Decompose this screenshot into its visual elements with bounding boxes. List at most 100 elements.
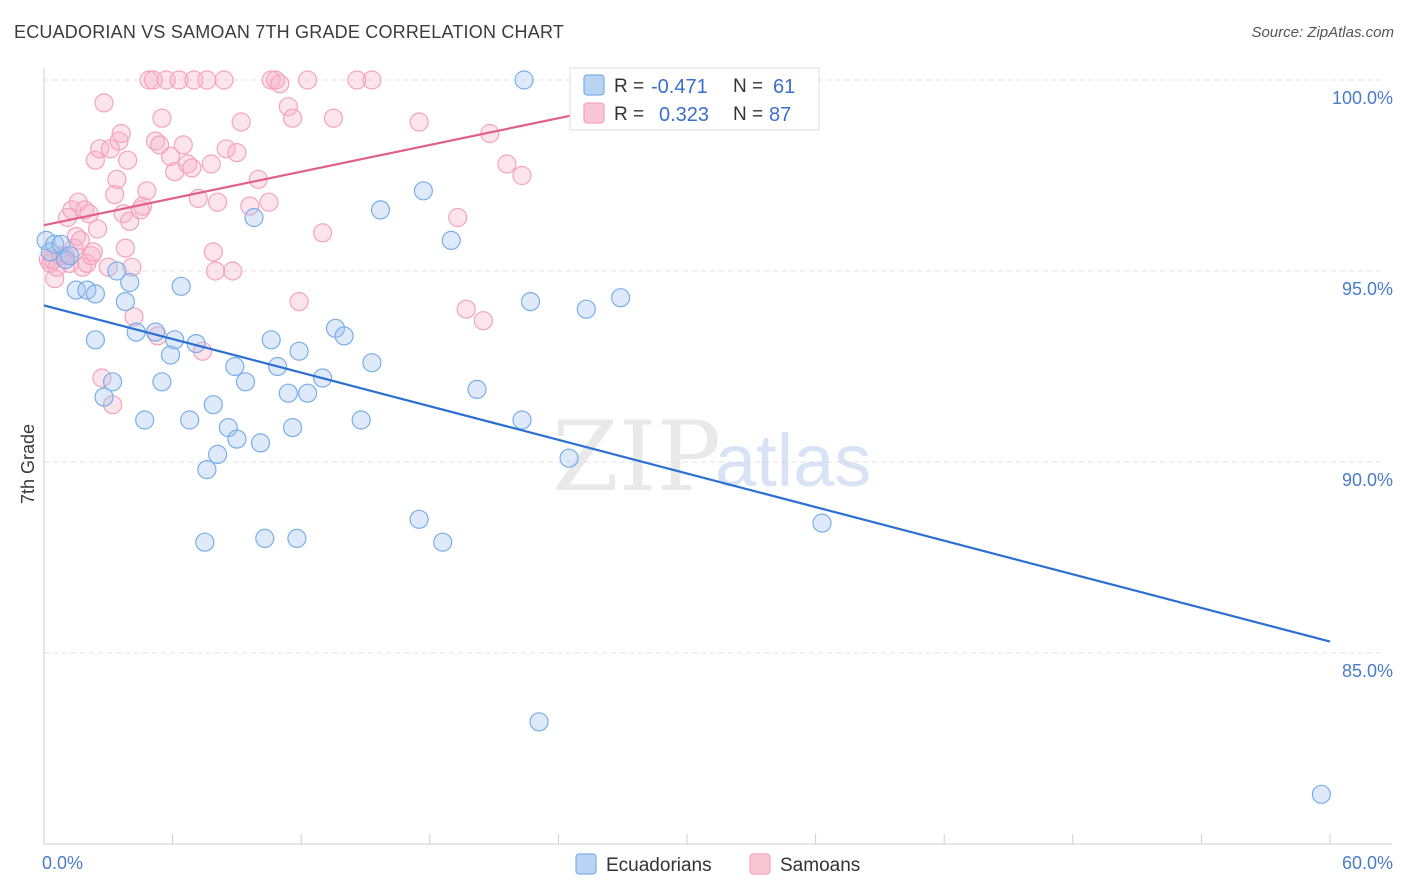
samoans-points bbox=[38, 70, 637, 415]
samoans-point bbox=[87, 219, 108, 239]
ecuadorians-point bbox=[85, 284, 106, 304]
ecuadorians-point bbox=[812, 513, 832, 533]
y-tick-label: 95.0% bbox=[1342, 279, 1393, 299]
ecuadorians-point bbox=[287, 528, 307, 549]
ecuadorians-point bbox=[102, 372, 123, 392]
y-tick-label: 90.0% bbox=[1342, 470, 1393, 490]
y-tick-labels: 100.0% 95.0% 90.0% 85.0% bbox=[1332, 88, 1393, 681]
samoans-point bbox=[512, 165, 532, 186]
samoans-point bbox=[124, 307, 144, 327]
axes bbox=[43, 68, 1392, 845]
samoans-point bbox=[201, 154, 221, 174]
ecuadorians-point bbox=[409, 509, 429, 529]
samoans-n-value: 87 bbox=[769, 104, 791, 126]
series-legend: Ecuadorians Samoans bbox=[575, 853, 860, 876]
samoans-point bbox=[83, 242, 103, 262]
samoans-point bbox=[173, 135, 193, 155]
samoans-point bbox=[227, 143, 247, 163]
ecuadorians-point bbox=[115, 292, 136, 312]
ecuadorians-point bbox=[467, 379, 487, 399]
ecuadorians-point bbox=[135, 410, 155, 430]
ecuadorians-point bbox=[514, 70, 534, 90]
samoans-point bbox=[109, 131, 129, 151]
ecuadorians-point bbox=[180, 410, 200, 430]
ecuadorians-point bbox=[107, 261, 127, 281]
ecuadorians-point bbox=[255, 528, 275, 549]
samoans-point bbox=[323, 108, 343, 128]
ecuadorians-n-label: N = bbox=[733, 76, 763, 97]
ecuadorians-point bbox=[94, 387, 114, 407]
samoans-point bbox=[111, 123, 131, 144]
samoans-point bbox=[259, 192, 279, 212]
samoans-point bbox=[115, 238, 136, 258]
samoans-point bbox=[240, 196, 260, 216]
samoans-point bbox=[231, 112, 251, 132]
ecuadorians-bottom-swatch bbox=[575, 853, 597, 875]
ecuadorians-point bbox=[203, 395, 223, 415]
ecuadorians-point bbox=[225, 356, 245, 377]
samoans-point bbox=[85, 150, 106, 170]
samoans-point bbox=[216, 139, 236, 159]
samoans-point bbox=[298, 70, 318, 90]
ecuadorians-point bbox=[160, 345, 181, 365]
samoans-point bbox=[497, 154, 517, 174]
samoans-point bbox=[278, 97, 298, 117]
samoans-point bbox=[362, 70, 382, 90]
ecuadorians-point bbox=[289, 341, 309, 361]
ecuadorians-point bbox=[433, 532, 453, 552]
ecuadorians-point bbox=[261, 330, 281, 350]
samoans-n-label: N = bbox=[733, 104, 763, 125]
ecuadorians-point bbox=[85, 330, 106, 350]
samoans-point bbox=[122, 257, 142, 277]
samoans-point bbox=[208, 192, 228, 212]
samoans-point bbox=[107, 169, 127, 189]
ecuadorians-point bbox=[362, 353, 382, 373]
y-tick-label: 100.0% bbox=[1332, 88, 1393, 108]
samoans-point bbox=[289, 292, 309, 312]
samoans-legend-swatch bbox=[583, 102, 605, 124]
samoans-point bbox=[283, 108, 303, 128]
samoans-point bbox=[117, 150, 138, 170]
ecuadorians-point bbox=[152, 372, 172, 392]
watermark-atlas: atlas bbox=[715, 419, 871, 502]
ecuadorians-point bbox=[244, 207, 264, 228]
samoans-point bbox=[409, 112, 429, 132]
ecuadorians-point bbox=[351, 410, 371, 430]
source-credit: Source: ZipAtlas.com bbox=[1251, 24, 1394, 41]
ecuadorians-point bbox=[197, 460, 217, 480]
samoans-point bbox=[137, 181, 157, 201]
ecuadorians-point bbox=[512, 410, 532, 430]
ecuadorians-point bbox=[610, 288, 631, 308]
ecuadorians-point bbox=[60, 246, 80, 266]
ecuadorians-point bbox=[227, 429, 247, 449]
chart-title: ECUADORIAN VS SAMOAN 7TH GRADE CORRELATI… bbox=[14, 22, 565, 42]
ecuadorians-point bbox=[370, 200, 391, 220]
samoans-point bbox=[456, 299, 476, 319]
ecuadorians-point bbox=[235, 372, 256, 392]
ecuadorians-point bbox=[171, 276, 191, 296]
samoans-point bbox=[205, 261, 226, 281]
ecuadorians-point bbox=[120, 272, 140, 293]
ecuadorians-point bbox=[45, 234, 65, 254]
samoans-point bbox=[90, 139, 110, 159]
y-axis-label: 7th Grade bbox=[18, 424, 38, 504]
stats-legend: R = -0.471 N = 61 R = 0.323 N = 87 bbox=[569, 67, 820, 131]
ecuadorians-point bbox=[1311, 784, 1332, 804]
ecuadorians-legend-swatch bbox=[583, 74, 605, 96]
samoans-point bbox=[313, 223, 333, 243]
samoans-point bbox=[105, 185, 125, 205]
stats-legend-box bbox=[569, 67, 820, 131]
ecuadorians-point bbox=[529, 712, 549, 732]
ecuadorians-r-value: -0.471 bbox=[651, 76, 708, 98]
y-tick-label: 85.0% bbox=[1342, 661, 1393, 681]
ecuadorians-point bbox=[298, 383, 318, 403]
ecuadorians-point bbox=[576, 299, 596, 319]
samoans-point bbox=[152, 108, 172, 128]
samoans-point bbox=[182, 158, 202, 178]
ecuadorians-point bbox=[413, 181, 433, 201]
samoans-point bbox=[448, 207, 468, 228]
samoans-point bbox=[473, 311, 493, 331]
samoans-legend-label: Samoans bbox=[780, 855, 860, 876]
samoans-point bbox=[347, 70, 367, 90]
